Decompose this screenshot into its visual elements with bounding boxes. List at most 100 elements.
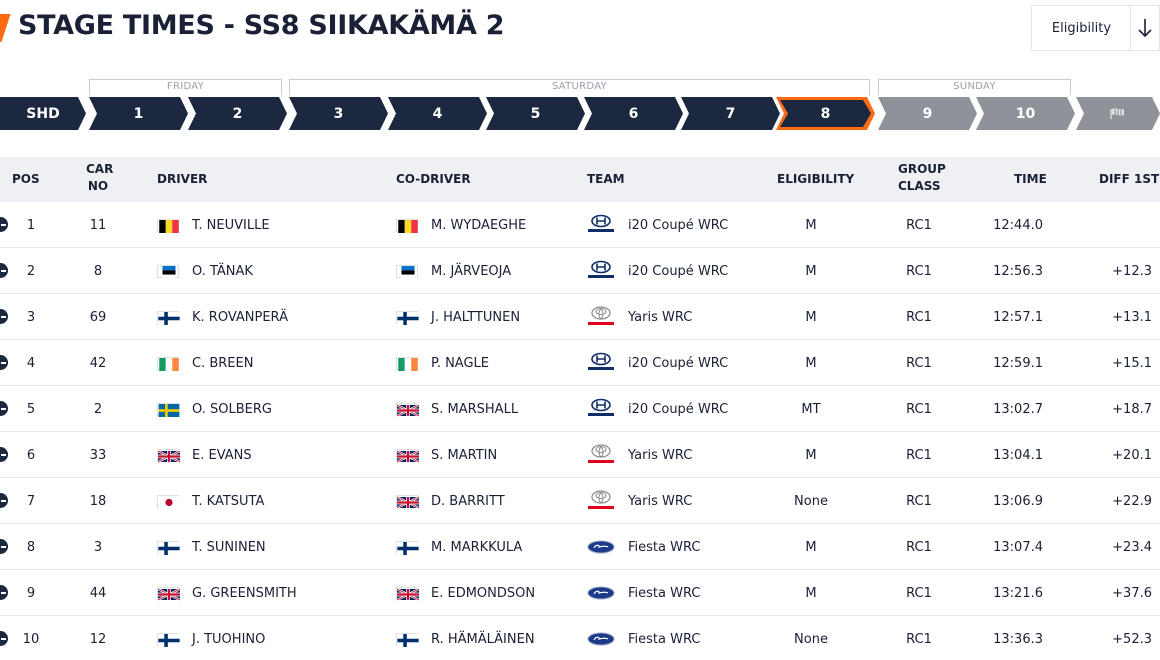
driver-cell[interactable]: K. ROVANPERÄ	[157, 294, 288, 340]
header-pos: POS	[12, 172, 40, 186]
toyota-logo-icon	[586, 306, 616, 328]
table-row[interactable]: 8 3 T. SUNINEN M. MARKKULA Fiesta WRC M RC1 13:…	[0, 524, 1160, 570]
driver-cell[interactable]: O. SOLBERG	[157, 386, 272, 432]
stage-tab-6[interactable]: 6	[584, 97, 683, 130]
team-name: Yaris WRC	[628, 309, 693, 325]
stage-tab-2[interactable]: 2	[188, 97, 287, 130]
uk-flag-icon	[396, 402, 420, 417]
finland-flag-icon	[396, 540, 419, 555]
stage-tab-5[interactable]: 5	[486, 97, 585, 130]
table-header: POS CAR NO DRIVER CO-DRIVER TEAM ELIGIBIL…	[0, 157, 1160, 202]
expand-row-icon[interactable]	[0, 217, 8, 232]
car-number-cell: 2	[93, 401, 103, 417]
uk-flag-icon	[396, 448, 420, 463]
header-diff: DIFF 1ST	[1099, 172, 1160, 186]
co-driver-name: D. BARRITT	[431, 493, 505, 509]
table-row[interactable]: 1 11 T. NEUVILLE M. WYDAEGHE i20 Coupé WRC M R…	[0, 202, 1160, 248]
stage-tab-8[interactable]: 8	[776, 97, 875, 130]
uk-flag-icon	[157, 448, 181, 463]
day-sunday: SUNDAY	[878, 79, 1071, 95]
co-driver-cell: S. MARTIN	[396, 432, 497, 478]
table-row[interactable]: 6 33 E. EVANS S. MARTIN Yaris WRC M RC1 13:04.1…	[0, 432, 1160, 478]
stage-label: 7	[725, 105, 736, 122]
team-name: Fiesta WRC	[628, 585, 701, 601]
group-class-cell: RC1	[906, 447, 932, 463]
team-cell: Yaris WRC	[586, 432, 692, 478]
expand-row-icon[interactable]	[0, 493, 8, 508]
team-name: Yaris WRC	[628, 493, 693, 509]
day-saturday: SATURDAY	[289, 79, 870, 95]
co-driver-name: M. JÄRVEOJA	[431, 263, 512, 279]
expand-row-icon[interactable]	[0, 631, 8, 646]
pos-cell: 4	[26, 355, 36, 371]
time-cell: 13:07.4	[993, 539, 1043, 555]
driver-cell[interactable]: T. SUNINEN	[157, 524, 266, 570]
car-number-cell: 11	[89, 217, 107, 233]
driver-cell[interactable]: C. BREEN	[157, 340, 253, 386]
team-cell: Yaris WRC	[586, 478, 692, 524]
pos-cell: 8	[26, 539, 36, 555]
eligibility-cell: M	[805, 539, 817, 555]
hyundai-logo-icon	[586, 352, 616, 374]
header-team: TEAM	[587, 172, 625, 186]
expand-row-icon[interactable]	[0, 355, 8, 370]
expand-row-icon[interactable]	[0, 263, 8, 278]
group-class-cell: RC1	[906, 493, 932, 509]
stage-tab-shd[interactable]: SHD	[0, 97, 86, 130]
table-row[interactable]: 7 18 T. KATSUTA D. BARRITT Yaris WRC None RC1 1…	[0, 478, 1160, 524]
stage-tab-7[interactable]: 7	[681, 97, 780, 130]
table-row[interactable]: 10 12 J. TUOHINO R. HÄMÄLÄINEN Fiesta WRC Non…	[0, 616, 1160, 660]
table-row[interactable]: 3 69 K. ROVANPERÄ J. HALTTUNEN Yaris WRC M RC1…	[0, 294, 1160, 340]
eligibility-filter-select[interactable]: Eligibility	[1031, 5, 1131, 51]
table-row[interactable]: 2 8 O. TÄNAK M. JÄRVEOJA i20 Coupé WRC M RC1 12…	[0, 248, 1160, 294]
sort-button[interactable]	[1130, 5, 1160, 51]
stage-label: SHD	[26, 105, 60, 122]
hyundai-logo-icon	[586, 260, 616, 282]
table-row[interactable]: 4 42 C. BREEN P. NAGLE i20 Coupé WRC M RC1 12:5…	[0, 340, 1160, 386]
co-driver-cell: J. HALTTUNEN	[396, 294, 520, 340]
co-driver-cell: R. HÄMÄLÄINEN	[396, 616, 535, 660]
japan-flag-icon	[157, 494, 179, 509]
co-driver-cell: D. BARRITT	[396, 478, 505, 524]
expand-row-icon[interactable]	[0, 539, 8, 554]
eligibility-cell: None	[794, 493, 828, 509]
time-cell: 12:44.0	[993, 217, 1043, 233]
stage-label: 8	[820, 105, 831, 122]
driver-name: T. KATSUTA	[192, 493, 265, 509]
stage-tab-4[interactable]: 4	[388, 97, 487, 130]
table-row[interactable]: 9 44 G. GREENSMITH E. EDMONDSON Fiesta WRC M R…	[0, 570, 1160, 616]
team-cell: i20 Coupé WRC	[586, 386, 728, 432]
stage-label: 9	[922, 105, 933, 122]
stage-tab-3[interactable]: 3	[289, 97, 388, 130]
stage-tab-1[interactable]: 1	[89, 97, 188, 130]
finland-flag-icon	[157, 310, 180, 325]
time-cell: 13:21.6	[993, 585, 1043, 601]
driver-cell[interactable]: J. TUOHINO	[157, 616, 265, 660]
pos-cell: 1	[26, 217, 36, 233]
expand-row-icon[interactable]	[0, 309, 8, 324]
group-class-cell: RC1	[906, 401, 932, 417]
stage-tab-9[interactable]: 9	[878, 97, 977, 130]
stage-tab-finish[interactable]	[1076, 97, 1160, 130]
stage-label: 3	[333, 105, 344, 122]
driver-cell[interactable]: O. TÄNAK	[157, 248, 253, 294]
driver-cell[interactable]: T. KATSUTA	[157, 478, 264, 524]
co-driver-name: R. HÄMÄLÄINEN	[431, 631, 535, 647]
team-cell: i20 Coupé WRC	[586, 202, 728, 248]
expand-row-icon[interactable]	[0, 447, 8, 462]
driver-cell[interactable]: G. GREENSMITH	[157, 570, 297, 616]
table-row[interactable]: 5 2 O. SOLBERG S. MARSHALL i20 Coupé WRC MT RC…	[0, 386, 1160, 432]
expand-row-icon[interactable]	[0, 585, 8, 600]
stage-tab-10[interactable]: 10	[976, 97, 1075, 130]
team-name: i20 Coupé WRC	[628, 263, 729, 279]
diff-cell: +52.3	[1112, 631, 1152, 647]
uk-flag-icon	[396, 494, 420, 509]
diff-cell	[1090, 202, 1152, 248]
team-name: Fiesta WRC	[628, 631, 701, 647]
day-label: SATURDAY	[551, 81, 608, 92]
driver-cell[interactable]: E. EVANS	[157, 432, 252, 478]
pos-cell: 9	[26, 585, 36, 601]
eligibility-cell: M	[805, 447, 817, 463]
expand-row-icon[interactable]	[0, 401, 8, 416]
driver-cell[interactable]: T. NEUVILLE	[157, 202, 270, 248]
